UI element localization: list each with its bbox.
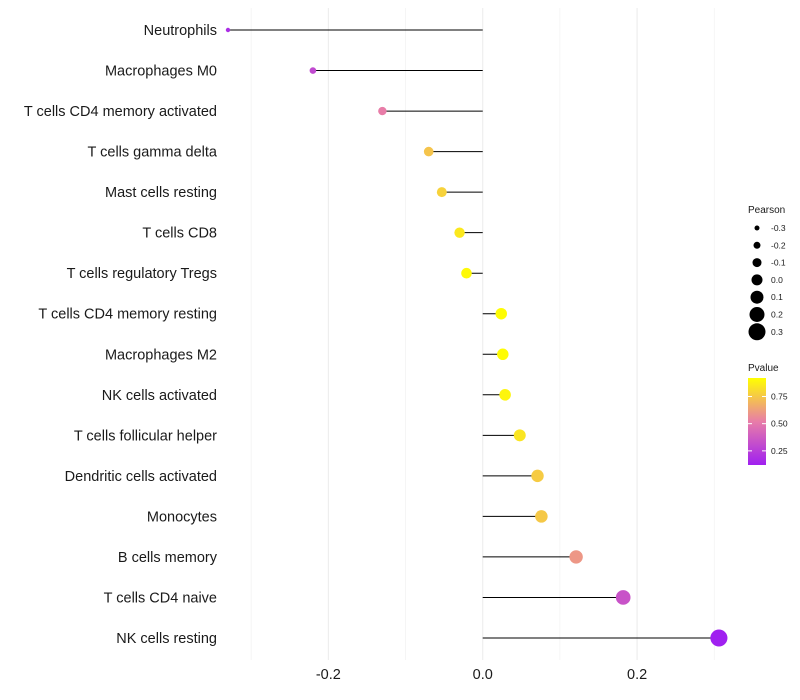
size-legend-dot: [753, 241, 761, 249]
size-legend-label: 0.0: [771, 275, 783, 285]
pearson-size-legend: Pearson -0.3 -0.2 -0.1 0.0 0.1 0.2 0.3: [748, 205, 786, 341]
colorbar-label: 0.50: [771, 419, 788, 429]
colorbar-label: 0.25: [771, 446, 788, 456]
x-tick-label: -0.2: [316, 667, 341, 683]
size-legend-dot: [751, 274, 763, 286]
size-legend-label: -0.3: [771, 223, 786, 233]
lollipop-point: [531, 469, 544, 483]
category-labels: Neutrophils Macrophages M0 T cells CD4 mem…: [24, 23, 218, 647]
lollipop-point: [499, 389, 511, 401]
category-label: T cells follicular helper: [74, 428, 217, 444]
lollipop-point: [436, 187, 447, 198]
lollipop-points: [225, 27, 728, 647]
size-legend-label: 0.3: [771, 327, 783, 337]
category-label: B cells memory: [118, 550, 218, 566]
size-legend-label: -0.1: [771, 258, 786, 268]
colorbar-label: 0.75: [771, 391, 788, 401]
category-label: T cells CD4 memory activated: [24, 104, 217, 120]
size-legend-dot: [749, 307, 765, 322]
size-legend-dot: [750, 290, 764, 304]
category-label: Mast cells resting: [105, 185, 217, 201]
category-label: Neutrophils: [144, 23, 217, 39]
lollipop-point: [454, 227, 465, 238]
lollipop-point: [225, 27, 231, 33]
category-label: T cells CD4 naive: [104, 590, 217, 606]
size-legend-dot: [754, 225, 760, 231]
lollipop-point: [495, 307, 507, 320]
lollipop-stems: [228, 29, 719, 639]
lollipop-point: [309, 67, 317, 74]
lollipop-point: [378, 106, 387, 116]
category-label: Macrophages M0: [105, 64, 217, 80]
category-label: T cells CD4 memory resting: [38, 307, 217, 323]
lollipop-point: [615, 590, 631, 605]
size-legend-label: 0.1: [771, 292, 783, 302]
size-legend-dot: [752, 258, 762, 268]
x-axis-tick-labels: -0.2 0.0 0.2: [316, 667, 647, 683]
lollipop-point: [513, 429, 526, 442]
category-label: Dendritic cells activated: [65, 469, 217, 485]
pvalue-colorbar: [748, 378, 766, 465]
category-label: NK cells resting: [116, 631, 217, 647]
size-legend-dot: [748, 323, 766, 341]
grid-lines: [250, 8, 715, 660]
category-label: Macrophages M2: [105, 347, 217, 363]
lollipop-point: [461, 267, 472, 279]
pvalue-legend-title: Pvalue: [748, 363, 779, 374]
category-label: T cells CD8: [142, 226, 217, 242]
category-label: NK cells activated: [102, 388, 217, 404]
lollipop-point: [569, 550, 583, 564]
category-label: T cells regulatory Tregs: [67, 266, 217, 282]
pearson-legend-title: Pearson: [748, 205, 785, 216]
x-tick-label: 0.2: [627, 667, 647, 683]
x-tick-label: 0.0: [473, 667, 493, 683]
lollipop-point: [497, 348, 509, 361]
category-label: Monocytes: [147, 509, 217, 525]
size-legend-label: -0.2: [771, 240, 786, 250]
lollipop-point: [710, 629, 728, 647]
lollipop-point: [535, 510, 548, 523]
category-label: T cells gamma delta: [88, 145, 218, 161]
pvalue-color-legend: Pvalue 0.25 0.50 0.75: [748, 363, 788, 465]
size-legend-label: 0.2: [771, 310, 783, 320]
lollipop-point: [423, 146, 434, 157]
